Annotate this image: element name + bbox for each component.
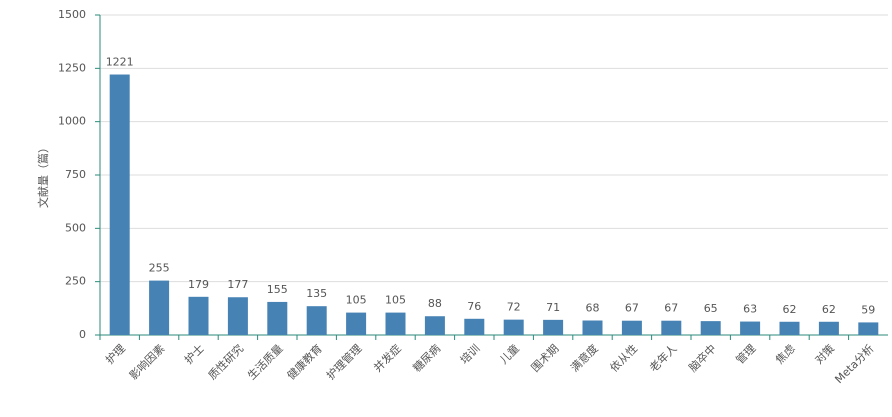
data-label: 67 <box>625 302 639 315</box>
data-label: 59 <box>861 303 875 316</box>
data-label: 177 <box>227 278 248 291</box>
bar <box>700 321 721 335</box>
bar <box>740 321 761 335</box>
data-label: 105 <box>346 294 367 307</box>
x-tick-label: 培训 <box>457 341 482 366</box>
y-tick-label: 1000 <box>58 115 86 128</box>
data-label: 71 <box>546 301 560 314</box>
data-label: 65 <box>704 302 718 315</box>
x-tick-label: 质性研究 <box>205 341 246 382</box>
bar <box>188 296 209 335</box>
y-tick-label: 0 <box>79 328 86 341</box>
data-label: 68 <box>586 301 600 314</box>
y-tick-label: 1500 <box>58 8 86 21</box>
data-label: 67 <box>664 302 678 315</box>
x-tick-label: 儿童 <box>496 341 521 366</box>
data-label: 1221 <box>106 56 134 69</box>
bar <box>503 319 524 335</box>
data-label: 135 <box>306 287 327 300</box>
data-label: 88 <box>428 297 442 310</box>
x-tick-label: 管理 <box>733 341 758 366</box>
x-tick-label: 生活质量 <box>245 341 286 382</box>
y-tick-label: 750 <box>65 168 86 181</box>
x-tick-label: 对策 <box>812 341 837 366</box>
bar <box>621 320 642 335</box>
bar <box>267 301 288 335</box>
x-tick-label: Meta分析 <box>832 341 877 386</box>
x-tick-label: 并发症 <box>371 341 404 374</box>
x-tick-label: 围术期 <box>529 342 562 375</box>
bar <box>779 321 800 335</box>
x-tick-label: 焦虑 <box>773 342 798 367</box>
bar <box>385 312 406 335</box>
x-tick-label: 健康教育 <box>284 341 325 382</box>
bar <box>424 316 445 335</box>
data-label: 76 <box>467 300 481 313</box>
x-tick-label: 脑卒中 <box>686 341 719 374</box>
bar <box>346 312 367 335</box>
bar <box>227 297 248 335</box>
data-label: 63 <box>743 303 757 316</box>
bar <box>818 321 839 335</box>
data-label: 105 <box>385 294 406 307</box>
bar <box>149 280 170 335</box>
y-tick-label: 250 <box>65 275 86 288</box>
x-tick-label: 护理管理 <box>323 341 364 382</box>
y-axis-label: 文献量（篇） <box>36 142 50 208</box>
data-label: 179 <box>188 278 209 291</box>
bar <box>858 322 879 335</box>
bar <box>464 318 485 335</box>
bar <box>661 320 682 335</box>
data-label: 62 <box>822 303 836 316</box>
x-tick-label: 糖尿病 <box>410 341 443 374</box>
x-tick-label: 老年人 <box>646 341 679 374</box>
x-tick-label: 护士 <box>181 341 206 366</box>
y-tick-label: 500 <box>65 221 86 234</box>
data-label: 155 <box>267 283 288 296</box>
bar <box>543 319 564 335</box>
data-label: 62 <box>783 303 797 316</box>
x-tick-label: 护理 <box>102 341 127 366</box>
x-tick-label: 满意度 <box>568 341 601 374</box>
x-tick-label: 影响因素 <box>127 342 167 382</box>
bar <box>582 320 603 335</box>
bar <box>109 74 130 336</box>
data-label: 72 <box>507 301 521 314</box>
x-tick-label: 依从性 <box>607 341 640 374</box>
bar <box>306 306 327 335</box>
y-tick-label: 1250 <box>58 61 86 74</box>
data-label: 255 <box>149 262 170 275</box>
